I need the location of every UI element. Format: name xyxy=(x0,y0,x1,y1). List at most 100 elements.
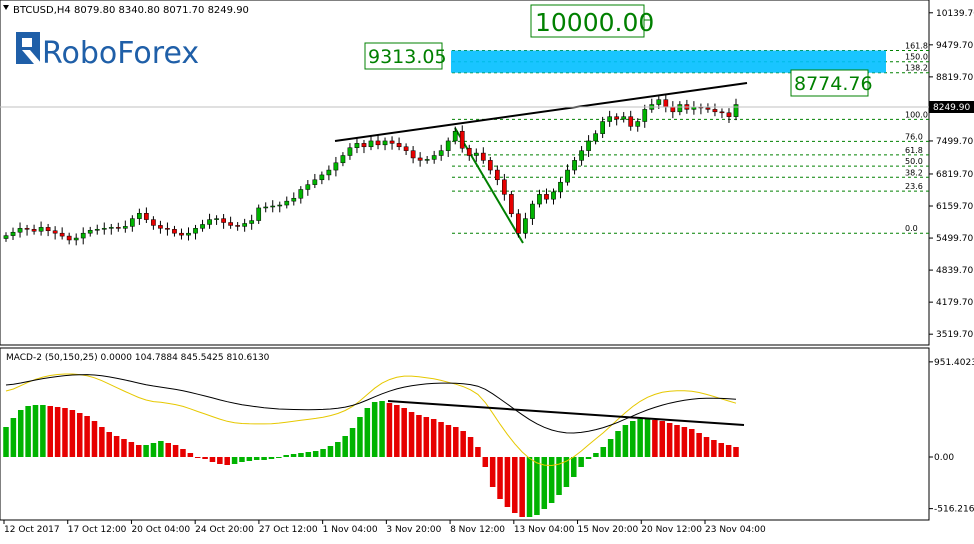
macd-histogram-bar xyxy=(84,416,90,457)
fib-label: 0.0 xyxy=(905,224,918,233)
time-axis: 12 Oct 2017 17 Oct 12:00 20 Oct 04:00 24 Oc… xyxy=(3,520,766,535)
macd-histogram-bar xyxy=(224,457,230,465)
candle-body xyxy=(480,152,486,161)
candle-body xyxy=(10,231,16,236)
price-tick-label: 10139.70 xyxy=(936,9,974,19)
candle-body xyxy=(516,213,521,234)
macd-histogram-bar xyxy=(541,457,548,509)
candle-body xyxy=(242,223,248,227)
macd-histogram-bar xyxy=(482,457,489,467)
macd-histogram-bar xyxy=(3,427,9,457)
price-tick-label: 6159.70 xyxy=(936,202,973,212)
candle-body xyxy=(228,222,233,226)
candle-body xyxy=(417,157,423,161)
candle-body xyxy=(487,160,493,171)
fib-anchor-line xyxy=(454,127,524,244)
candle-body xyxy=(677,104,683,113)
candle-body xyxy=(179,232,184,236)
macd-histogram-bar xyxy=(158,441,164,457)
candle-body xyxy=(494,169,500,181)
time-tick-label: 12 Oct 2017 xyxy=(4,525,60,535)
macd-histogram-bar xyxy=(113,436,120,457)
price-axis: 10139.709479.708819.708159.707499.706819… xyxy=(929,9,974,340)
candle-body xyxy=(586,140,591,151)
macd-histogram-bar xyxy=(135,445,142,457)
candle-body xyxy=(129,218,135,227)
target-zone xyxy=(451,50,886,73)
fib-label: 50.0 xyxy=(905,157,923,166)
time-tick-label: 27 Oct 12:00 xyxy=(259,525,318,535)
callout-9313-text: 9313.05 xyxy=(368,46,447,68)
macd-histogram-bar xyxy=(150,443,157,457)
candle-body xyxy=(193,228,198,234)
time-tick-label: 23 Nov 04:00 xyxy=(705,525,766,535)
macd-title: MACD-2 (50,150,25) 0.0000 104.7884 845.5… xyxy=(6,353,270,363)
candle-body xyxy=(115,227,121,229)
candle-body xyxy=(284,200,290,206)
macd-histogram-bar xyxy=(630,421,636,457)
candle-body xyxy=(87,230,93,234)
macd-histogram-bar xyxy=(512,457,518,513)
macd-histogram-bar xyxy=(674,425,680,457)
candle-body xyxy=(333,162,339,171)
macd-histogram-bar xyxy=(128,442,135,457)
macd-histogram-bar xyxy=(25,406,31,457)
candle-body xyxy=(52,230,58,234)
macd-histogram-bar xyxy=(504,457,511,507)
candle-body xyxy=(579,150,584,161)
current-price-label: 8249.90 xyxy=(933,103,970,113)
macd-histogram-bar xyxy=(652,420,658,457)
macd-histogram-bar xyxy=(711,440,717,457)
macd-tick-label: -516.2166 xyxy=(934,505,974,515)
candle-body xyxy=(80,232,86,239)
macd-histogram-bar xyxy=(718,443,725,457)
macd-panel-border xyxy=(0,347,930,521)
macd-axis: 951.4023 0.00 -516.2166 xyxy=(929,358,974,515)
candle-body xyxy=(593,133,598,142)
macd-histogram-bar xyxy=(76,413,83,457)
fib-label: 150.0 xyxy=(905,53,928,62)
macd-histogram-bar xyxy=(253,457,260,460)
candle-body xyxy=(424,159,430,161)
time-tick-label: 17 Oct 12:00 xyxy=(68,525,127,535)
chart-title: BTCUSD,H4 8079.80 8340.80 8071.70 8249.9… xyxy=(13,5,249,16)
candle-body xyxy=(73,237,79,241)
macd-histogram-bar xyxy=(423,417,430,457)
candle-body xyxy=(368,140,374,148)
candle-body xyxy=(319,174,325,181)
candle-body xyxy=(66,235,72,241)
candle-body xyxy=(270,205,276,208)
candle-body xyxy=(530,203,535,219)
macd-histogram-bar xyxy=(467,437,474,457)
candle-body xyxy=(452,130,458,142)
macd-trend-line xyxy=(387,400,745,426)
macd-histogram-bar xyxy=(659,421,666,457)
macd-histogram-bar xyxy=(438,422,444,457)
macd-histogram-bar xyxy=(637,419,643,457)
macd-histogram-bar xyxy=(453,427,459,457)
logo-text: RoboForex xyxy=(42,36,199,71)
candle-body xyxy=(628,116,634,127)
macd-histogram-bar xyxy=(69,410,76,457)
candle-body xyxy=(340,155,346,164)
macd-histogram-bar xyxy=(386,403,393,457)
candle-body xyxy=(719,111,725,114)
candle-body xyxy=(249,220,255,224)
callout-8774: 8774.76 xyxy=(790,69,873,97)
candle-body xyxy=(17,228,23,233)
candle-body xyxy=(537,194,542,205)
time-tick-label: 8 Nov 12:00 xyxy=(450,525,505,535)
candle-body xyxy=(726,112,732,117)
macd-histogram-bar xyxy=(32,405,39,457)
macd-histogram-bar xyxy=(298,453,304,457)
candle-body xyxy=(733,104,739,117)
fib-label: 138.2 xyxy=(905,64,928,73)
macd-main-line xyxy=(5,374,737,434)
candle-body xyxy=(277,204,283,207)
candle-body xyxy=(221,218,226,223)
macd-histogram-bar xyxy=(445,425,452,457)
candle-body xyxy=(389,140,395,144)
candle-body xyxy=(621,116,627,120)
